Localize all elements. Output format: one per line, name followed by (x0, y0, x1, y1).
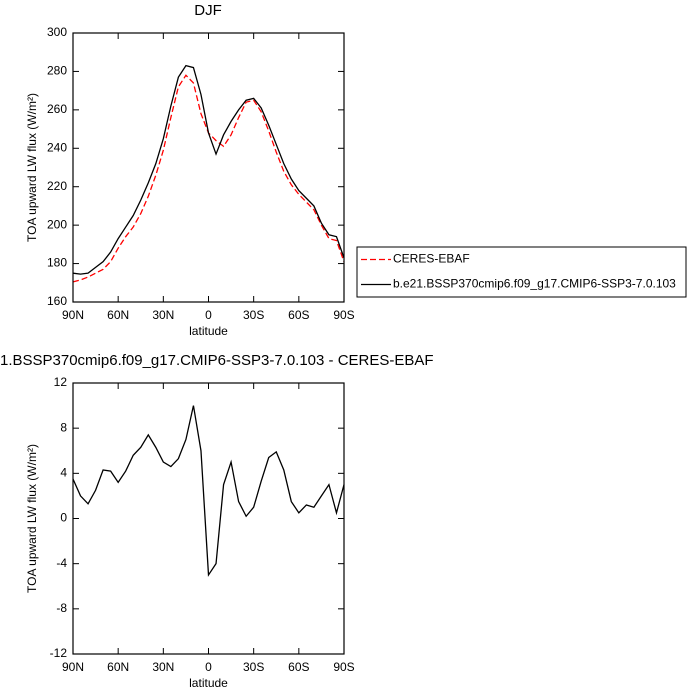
x-tick-label: 0 (205, 660, 212, 674)
x-tick-label: 30S (243, 660, 264, 674)
x-tick-label: 60S (288, 660, 309, 674)
y-tick-label: -8 (56, 601, 67, 615)
x-tick-label: 60S (288, 308, 309, 322)
plot-frame (72, 32, 345, 303)
x-axis-title: latitude (189, 676, 228, 690)
x-tick-label: 30S (243, 308, 264, 322)
x-tick-label: 90N (62, 660, 84, 674)
x-tick-label: 0 (205, 308, 212, 322)
chart-title: 1.BSSP370cmip6.f09_g17.CMIP6-SSP3-7.0.10… (0, 352, 434, 369)
x-tick-label: 90S (333, 660, 354, 674)
x-tick-label: 60N (107, 308, 129, 322)
plot-frame (72, 382, 345, 655)
y-tick-label: 240 (47, 140, 67, 154)
data-line (72, 405, 345, 577)
x-tick-label: 30N (152, 308, 174, 322)
y-axis-title: TOA upward LW flux (W/m²) (25, 93, 39, 242)
y-tick-label: 300 (47, 25, 67, 39)
x-tick-label: 60N (107, 660, 129, 674)
y-tick-label: 200 (47, 217, 67, 231)
y-tick-label: 280 (47, 64, 67, 78)
x-tick-label: 90S (333, 308, 354, 322)
y-tick-label: 12 (54, 375, 68, 389)
x-tick-label: 30N (152, 660, 174, 674)
legend-box (356, 246, 687, 298)
legend-label: b.e21.BSSP370cmip6.f09_g17.CMIP6-SSP3-7.… (393, 277, 676, 291)
y-tick-label: -12 (50, 646, 68, 660)
y-tick-label: 0 (60, 511, 67, 525)
data-line (72, 64, 345, 275)
data-line (72, 74, 345, 283)
x-tick-label: 90N (62, 308, 84, 322)
y-tick-label: -4 (56, 556, 67, 570)
y-tick-label: 4 (60, 466, 67, 480)
legend-label: CERES-EBAF (393, 252, 470, 266)
chart-title: DJF (194, 2, 222, 19)
y-axis-title: TOA upward LW flux (W/m²) (25, 444, 39, 593)
y-tick-label: 220 (47, 179, 67, 193)
y-tick-label: 180 (47, 256, 67, 270)
x-axis-title: latitude (189, 324, 228, 338)
y-tick-label: 160 (47, 294, 67, 308)
y-tick-label: 8 (60, 420, 67, 434)
y-tick-label: 260 (47, 102, 67, 116)
